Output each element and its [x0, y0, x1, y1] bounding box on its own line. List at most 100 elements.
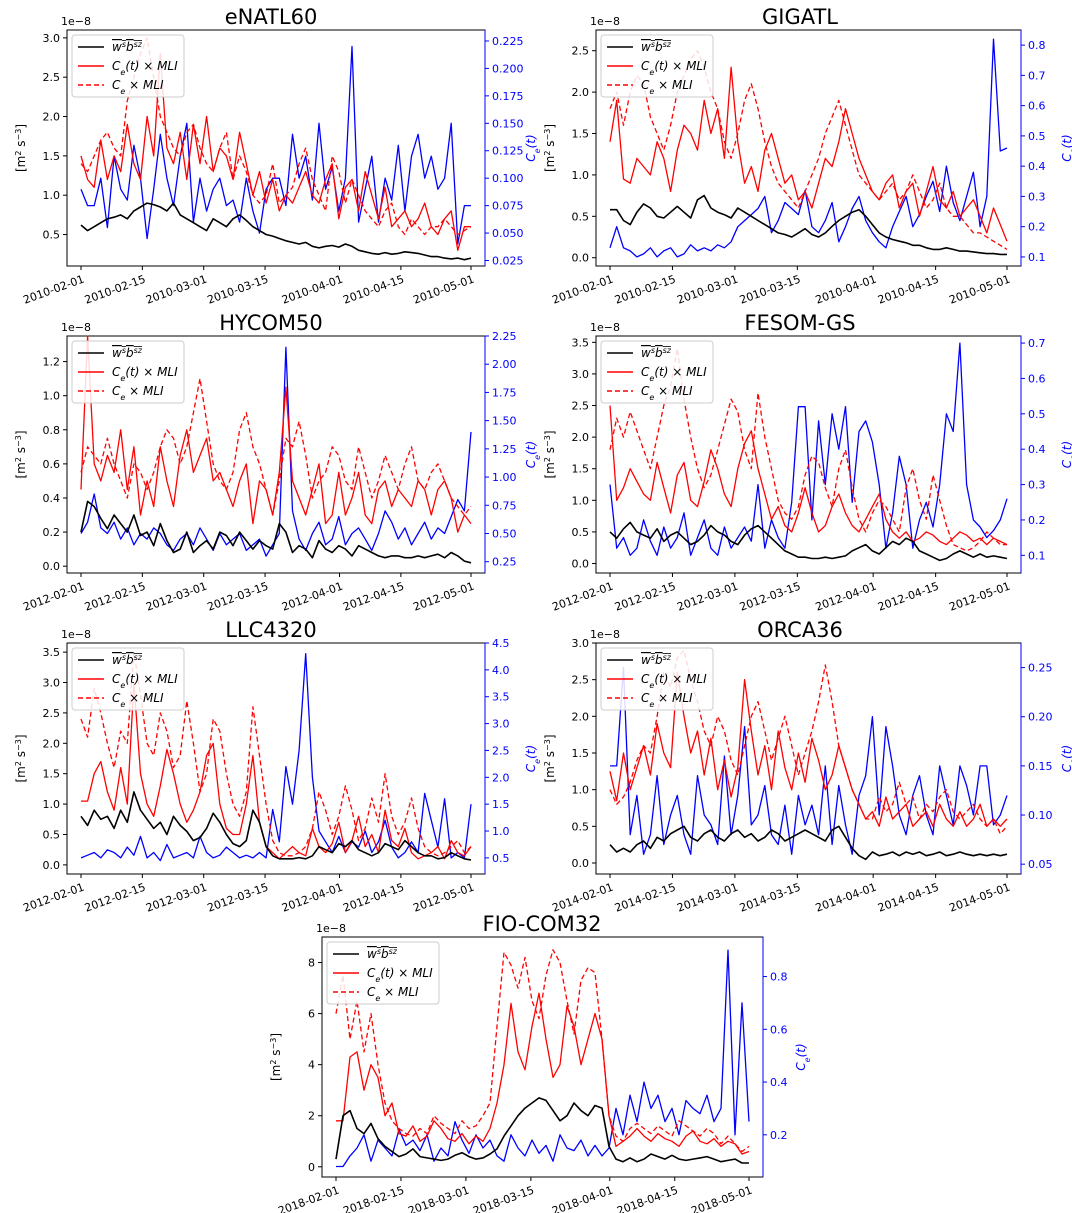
y2-tick-label: 0.225 [492, 35, 524, 48]
series-line-cet [336, 949, 750, 1168]
y-tick-label: 0.0 [572, 558, 590, 571]
y2-tick-label: 0.025 [492, 255, 524, 268]
legend-box [71, 340, 185, 404]
y-tick-label: 0.0 [43, 560, 61, 573]
x-tick-label: 2018-05-01 [689, 1184, 754, 1213]
x-tick-label: 2012-05-01 [411, 580, 476, 614]
chart-panel-6: FIO-COM32 1e−8 0 2 4 6 8 0.2 0.4 0.6 0.8 2018-02-01… [269, 912, 812, 1213]
series-line-w [335, 1097, 749, 1164]
y-tick-label: 2.0 [43, 737, 61, 750]
y-tick-label: 0.2 [43, 526, 61, 539]
y-tick-label: 2.0 [572, 431, 590, 444]
y2-tick-label: 0.50 [492, 528, 517, 541]
series-line-w [80, 500, 472, 564]
x-tick-label: 2010-03-01 [675, 273, 740, 307]
y-tick-label: 0.5 [43, 828, 61, 841]
y2-tick-label: 0.050 [492, 227, 524, 240]
y-axis-label: [m2 s−3] [543, 124, 558, 172]
series-line-ce [609, 649, 1008, 835]
x-tick-label: 2012-03-15 [738, 580, 803, 614]
legend-label: Ce(t) × MLI [641, 59, 707, 77]
y-tick-label: 1.0 [43, 798, 61, 811]
x-tick-label: 2018-02-15 [341, 1184, 406, 1213]
y2-tick-label: 0.125 [492, 145, 524, 158]
legend-label: Ce(t) × MLI [112, 365, 178, 383]
x-tick-label: 2012-05-01 [411, 881, 476, 915]
x-tick-label: 2012-04-15 [876, 580, 941, 614]
y2-tick-label: 0.3 [1028, 479, 1046, 492]
y-tick-label: 0.5 [572, 210, 590, 223]
x-tick-label: 2018-02-01 [276, 1184, 341, 1213]
chart-title: ORCA36 [757, 618, 843, 642]
y-tick-label: 0.5 [572, 526, 590, 539]
y2-axis-label: Ce(t) [524, 134, 542, 161]
x-tick-label: 2012-04-01 [814, 580, 879, 614]
series-line-ce [609, 347, 1007, 552]
y2-axis-label: Ce(t) [524, 745, 542, 772]
y2-tick-label: 0.25 [1028, 662, 1053, 675]
x-tick-label: 2010-04-15 [876, 273, 941, 307]
x-tick-label: 2010-03-15 [738, 273, 803, 307]
series-line-w [80, 791, 472, 861]
series-line-cet [609, 342, 1008, 556]
series-line-ce [80, 651, 472, 857]
y2-axis-label: Ce(t) [524, 441, 542, 468]
y2-tick-label: 0.5 [1028, 130, 1046, 143]
legend-box [71, 647, 185, 711]
y2-axis-label: Ce(t) [794, 1043, 812, 1070]
y-exponent-label: 1e−8 [61, 15, 91, 28]
x-tick-label: 2010-05-01 [947, 273, 1012, 307]
y-tick-label: 1.2 [43, 356, 61, 369]
x-tick-label: 2014-04-01 [814, 881, 879, 915]
x-tick-label: 2010-04-01 [814, 273, 879, 307]
y2-tick-label: 3.5 [492, 691, 510, 704]
chart-panel-1: GIGATL 1e−8 0.0 0.5 1.0 1.5 2.0 2.5 0.1 0.2 0.3 0.4… [543, 5, 1072, 307]
series-line-ct [81, 681, 472, 860]
y-axis-label: [m2 s−3] [14, 124, 29, 172]
y2-tick-label: 0.8 [1028, 39, 1046, 52]
x-tick-label: 2010-02-15 [83, 273, 148, 307]
y2-tick-label: 0.2 [1028, 221, 1046, 234]
y-tick-label: 1.5 [43, 150, 61, 163]
series-line-cet [80, 45, 471, 245]
y-tick-label: 3.0 [572, 637, 590, 650]
y-tick-label: 0 [308, 1161, 315, 1174]
series-line-w [609, 825, 1008, 861]
x-tick-label: 2012-03-01 [144, 580, 209, 614]
x-tick-label: 2014-03-01 [675, 881, 740, 915]
x-tick-label: 2012-03-01 [144, 881, 209, 915]
x-tick-label: 2010-04-01 [280, 273, 345, 307]
y2-tick-label: 0.2 [1028, 514, 1046, 527]
legend-label: Ce × MLI [641, 691, 693, 709]
y-tick-label: 1.0 [572, 784, 590, 797]
x-tick-label: 2018-03-01 [406, 1184, 471, 1213]
chart-panel-3: FESOM-GS 1e−8 0.0 0.5 1.0 1.5 2.0 2.5 3.0 3.5 0.1 0… [543, 311, 1072, 614]
y-tick-label: 1.5 [43, 768, 61, 781]
series-line-ce [80, 377, 472, 516]
series-line-ce [335, 949, 750, 1153]
series-line-w [610, 194, 1007, 256]
chart-title: LLC4320 [225, 618, 317, 642]
y2-tick-label: 2.00 [492, 358, 517, 371]
y-tick-label: 3.0 [43, 32, 61, 45]
legend-label: Ce × MLI [641, 78, 693, 96]
x-tick-label: 2010-05-01 [411, 273, 476, 307]
chart-title: HYCOM50 [219, 311, 323, 335]
y-tick-label: 1.0 [572, 169, 590, 182]
chart-title: eNATL60 [225, 5, 318, 29]
series-line-ct [336, 992, 750, 1155]
y2-tick-label: 0.6 [1028, 372, 1046, 385]
y2-tick-label: 0.150 [492, 117, 524, 130]
x-tick-label: 2012-02-15 [83, 580, 148, 614]
y-axis-label: [m2 s−3] [14, 734, 29, 782]
y-tick-label: 2.5 [43, 71, 61, 84]
chart-panel-5: ORCA36 1e−8 0.0 0.5 1.0 1.5 2.0 2.5 3.0 0.05 0.10 0… [543, 618, 1072, 915]
y-tick-label: 0.0 [572, 857, 590, 870]
y2-tick-label: 1.5 [492, 798, 510, 811]
x-tick-label: 2012-04-15 [341, 580, 406, 614]
